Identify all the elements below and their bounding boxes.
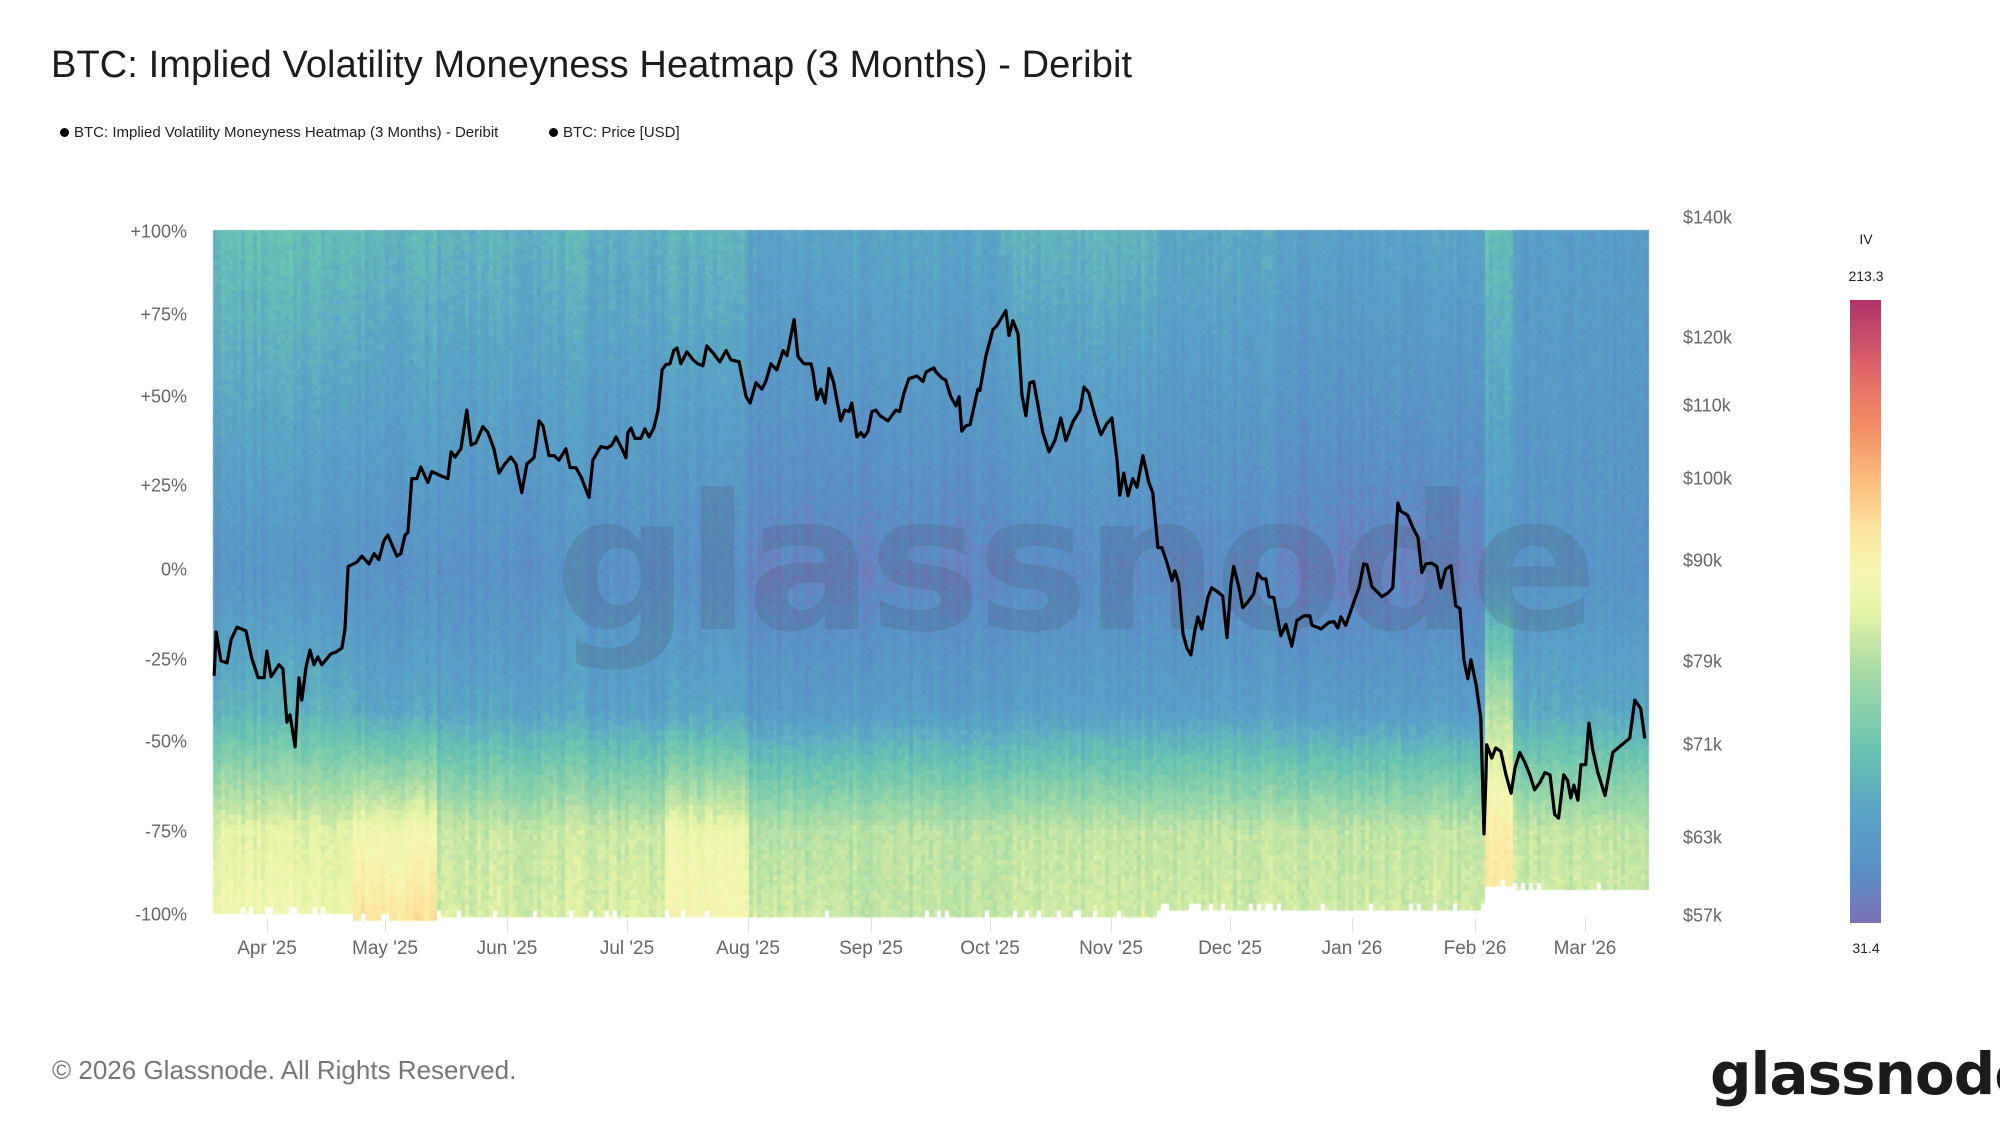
x-tick-mark (507, 918, 508, 933)
x-tick-label: Jun '25 (476, 938, 538, 959)
x-tick-label: Apr '25 (237, 938, 297, 959)
x-tick-label: Dec '25 (1198, 938, 1262, 959)
y-left-tick-label: +50% (140, 386, 187, 407)
x-tick-mark (871, 918, 872, 933)
y-right-tick-label: $57k (1683, 905, 1723, 926)
colorbar-min-label: 31.4 (1852, 940, 1880, 956)
x-tick-label: Feb '26 (1443, 938, 1507, 959)
x-tick-label: Mar '26 (1553, 938, 1617, 959)
x-tick-mark (990, 918, 991, 933)
x-tick-mark (1585, 918, 1586, 933)
x-tick-mark (1475, 918, 1476, 933)
y-right-tick-label: $90k (1683, 550, 1723, 571)
y-right-tick-label: $71k (1683, 734, 1723, 755)
x-tick-mark (1111, 918, 1112, 933)
y-right-tick-label: $79k (1683, 651, 1723, 672)
y-left-tick-label: +75% (140, 304, 187, 325)
x-tick-label: Aug '25 (716, 938, 780, 959)
x-tick-label: Jul '25 (599, 938, 655, 959)
y-right-tick-label: $110k (1683, 395, 1731, 416)
glassnode-logo[interactable]: glassnode (1710, 1040, 2000, 1108)
colorbar-title: IV (1859, 231, 1873, 247)
x-tick-label: Sep '25 (839, 938, 903, 959)
y-left-tick-label: -25% (144, 649, 187, 670)
y-right-tick-label: $100k (1683, 468, 1733, 489)
x-tick-label: Nov '25 (1079, 938, 1143, 959)
copyright-text: © 2026 Glassnode. All Rights Reserved. (52, 1055, 517, 1085)
y-right-tick-label: $140k (1683, 207, 1733, 228)
x-tick-label: Jan '26 (1321, 938, 1383, 959)
x-tick-mark (748, 918, 749, 933)
x-tick-mark (385, 918, 386, 933)
colorbar-max-label: 213.3 (1848, 268, 1884, 284)
x-tick-mark (1230, 918, 1231, 933)
x-tick-mark (627, 918, 628, 933)
colorbar (1850, 300, 1881, 923)
y-left-tick-label: -50% (144, 731, 187, 752)
y-left-tick-label: +25% (140, 475, 187, 496)
x-tick-label: May '25 (352, 938, 418, 959)
y-left-tick-label: -100% (134, 904, 187, 925)
x-tick-label: Oct '25 (960, 938, 1020, 959)
y-left-tick-label: -75% (144, 821, 187, 842)
x-tick-mark (267, 918, 268, 933)
x-tick-mark (1352, 918, 1353, 933)
y-left-tick-label: 0% (160, 559, 187, 580)
y-right-tick-label: $120k (1683, 327, 1733, 348)
y-left-tick-label: +100% (130, 221, 187, 242)
y-right-tick-label: $63k (1683, 827, 1723, 848)
